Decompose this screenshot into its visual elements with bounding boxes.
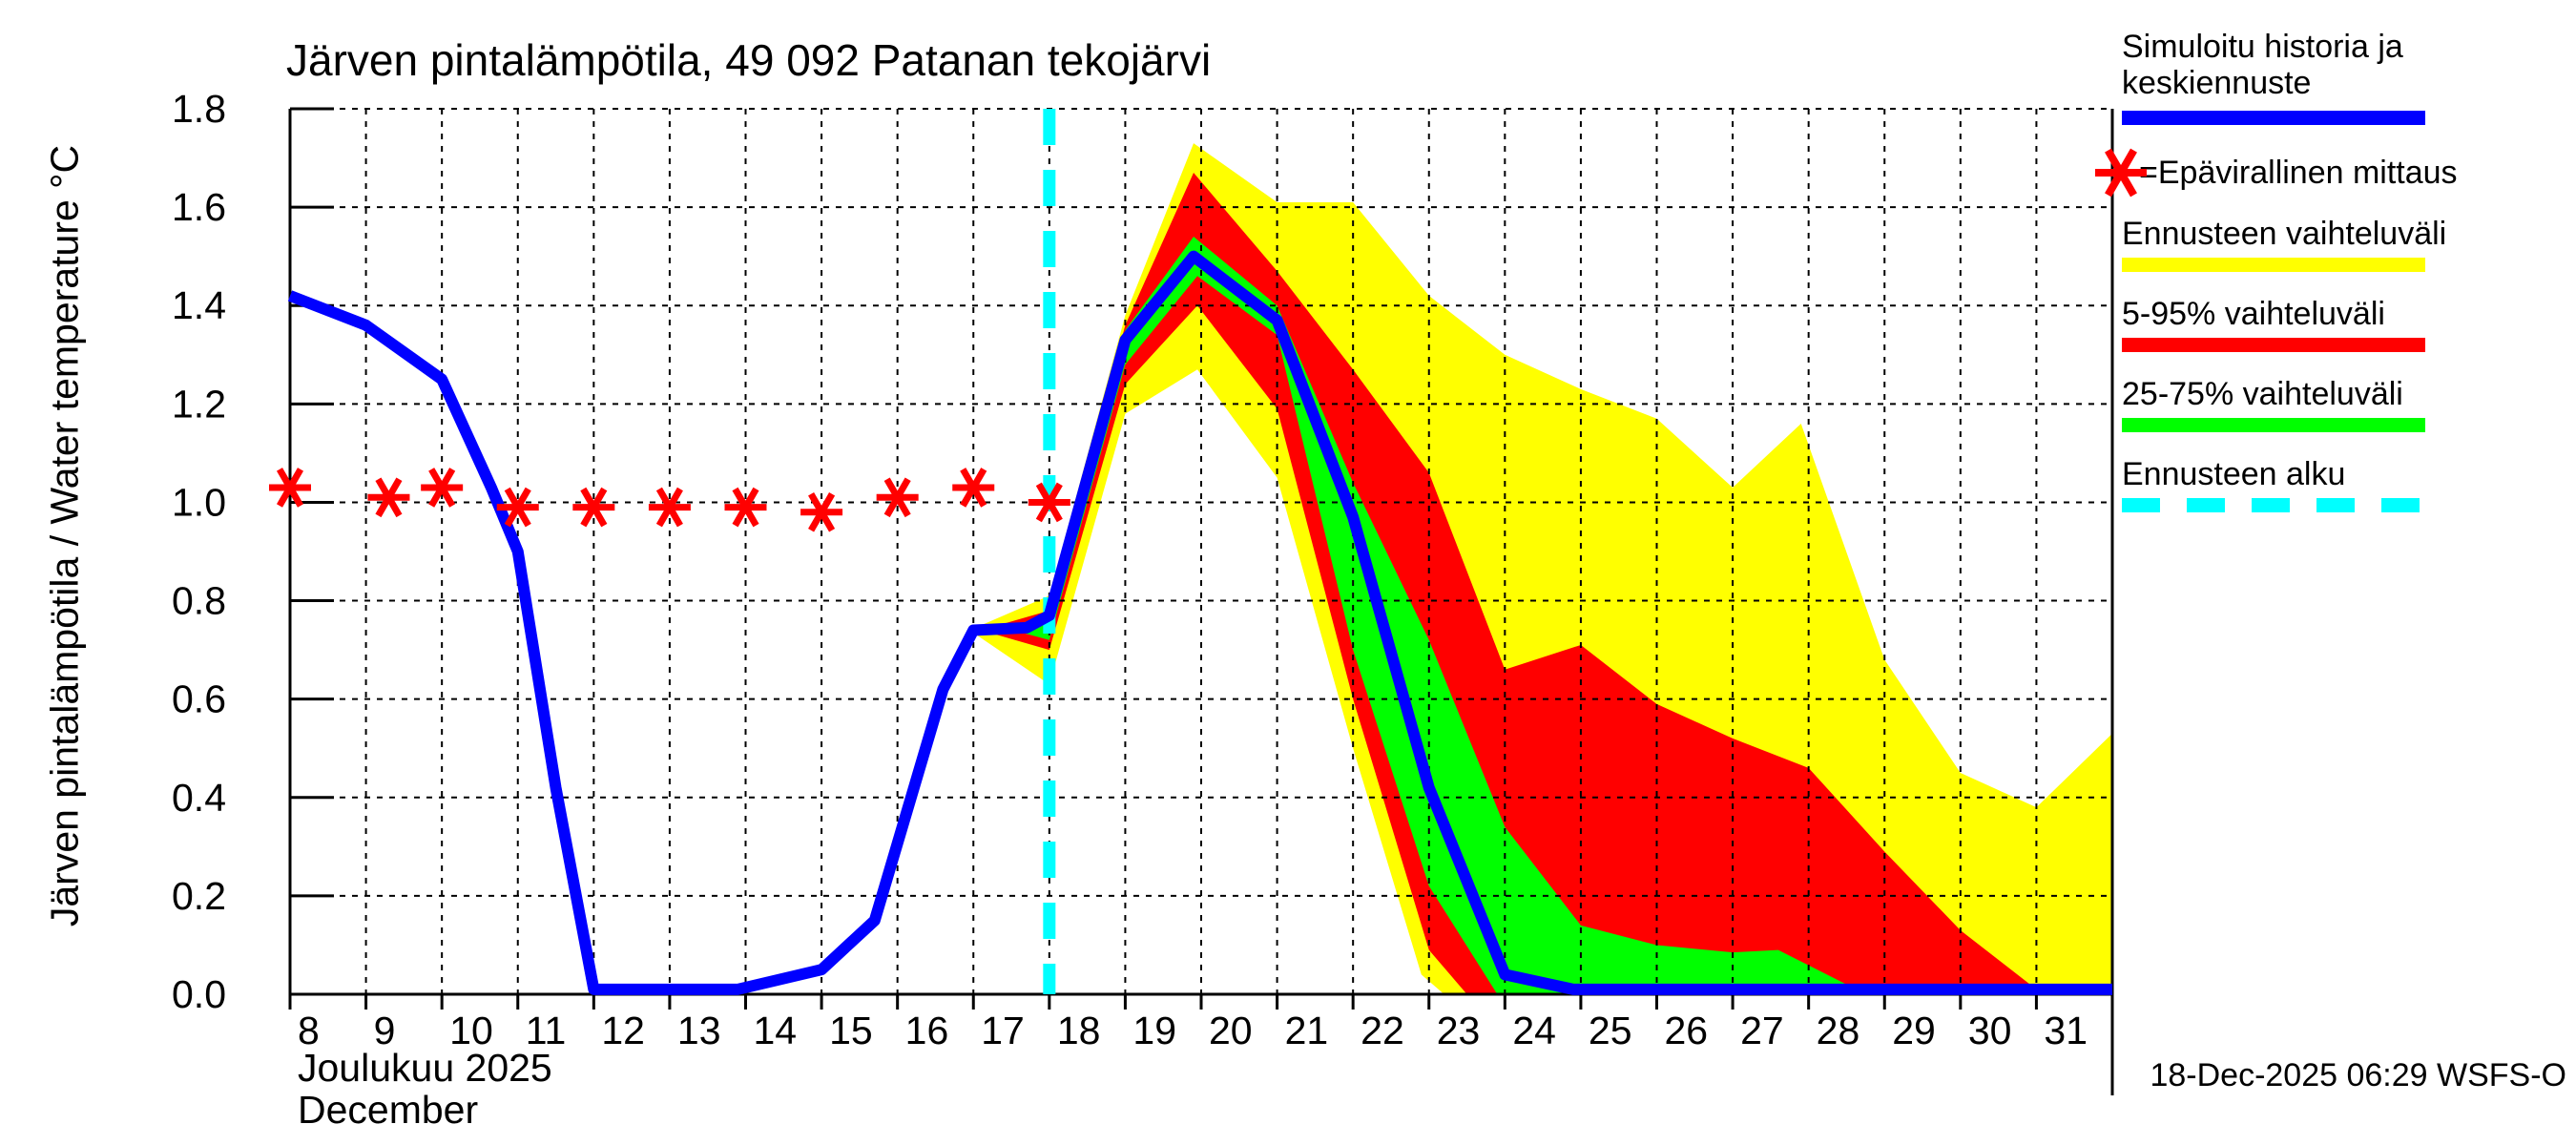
y-tick-label: 1.6: [172, 185, 226, 229]
x-tick-label: 15: [829, 1009, 873, 1052]
legend-item-simulated-history: Simuloitu historia ja keskiennuste: [2122, 29, 2570, 125]
y-tick-label: 1.0: [172, 480, 226, 524]
mean-forecast-line: [287, 250, 2112, 995]
x-tick-label: 14: [754, 1009, 798, 1052]
x-tick-label: 23: [1437, 1009, 1481, 1052]
x-tick-label: 17: [981, 1009, 1025, 1052]
x-tick-label: 19: [1132, 1009, 1176, 1052]
red-asterisk-icon: [2095, 148, 2147, 198]
x-tick-label: 16: [905, 1009, 949, 1052]
y-tick-label: 0.2: [172, 874, 226, 918]
x-axis-month-label-en: December: [298, 1088, 479, 1132]
measurement-asterisk: [876, 477, 919, 518]
yellow-bar-swatch: [2122, 258, 2425, 272]
measurement-asterisk: [724, 487, 767, 528]
legend-label: Simuloitu historia ja keskiennuste: [2122, 29, 2403, 101]
y-tick-label: 1.4: [172, 283, 226, 327]
measurement-asterisk: [1028, 482, 1070, 523]
legend-label: Ennusteen vaihteluväli: [2122, 216, 2447, 252]
measurement-asterisk: [367, 477, 410, 518]
x-tick-label: 11: [526, 1009, 567, 1052]
x-tick-label: 26: [1665, 1009, 1709, 1052]
x-axis-month-label-fi: Joulukuu 2025: [298, 1046, 552, 1090]
x-tick-label: 18: [1057, 1009, 1101, 1052]
x-tick-label: 21: [1285, 1009, 1329, 1052]
measurement-asterisk: [421, 468, 464, 508]
red-bar-swatch: [2122, 338, 2425, 352]
x-tick-label: 13: [677, 1009, 721, 1052]
x-tick-label: 24: [1512, 1009, 1556, 1052]
x-tick-label: 8: [298, 1009, 320, 1052]
x-tick-label: 31: [2044, 1009, 2088, 1052]
green-bar-swatch: [2122, 418, 2425, 432]
measurement-asterisk: [648, 487, 691, 528]
band-range_5_95: [981, 173, 2112, 994]
measurement-asterisk: [269, 468, 311, 508]
legend-item-unofficial-measurement: =Epävirallinen mittaus: [2095, 148, 2458, 198]
y-axis-label: Järven pintalämpötila / Water temperatur…: [42, 144, 87, 927]
legend-item-25-75-range: 25-75% vaihteluväli: [2122, 376, 2425, 432]
x-tick-label: 10: [449, 1009, 493, 1052]
x-tick-label: 29: [1892, 1009, 1936, 1052]
y-tick-label: 0.8: [172, 579, 226, 623]
chart-title: Järven pintalämpötila, 49 092 Patanan te…: [286, 35, 1212, 85]
legend-item-5-95-range: 5-95% vaihteluväli: [2122, 296, 2425, 352]
legend-label: 25-75% vaihteluväli: [2122, 376, 2403, 412]
x-tick-label: 12: [601, 1009, 645, 1052]
y-tick-label: 0.0: [172, 972, 226, 1016]
x-tick-label: 9: [374, 1009, 396, 1052]
cyan-dashed-swatch: [2122, 498, 2425, 512]
x-tick-label: 27: [1740, 1009, 1784, 1052]
blue-bar-swatch: [2122, 111, 2425, 125]
y-tick-label: 0.6: [172, 677, 226, 721]
legend-label: Ennusteen alku: [2122, 456, 2346, 492]
y-tick-label: 1.2: [172, 382, 226, 426]
y-tick-label: 0.4: [172, 776, 226, 820]
measurement-asterisk: [952, 468, 995, 508]
x-tick-label: 30: [1968, 1009, 2012, 1052]
x-tick-label: 20: [1209, 1009, 1253, 1052]
measurement-asterisk: [800, 491, 843, 532]
x-tick-label: 22: [1361, 1009, 1404, 1052]
x-tick-label: 25: [1589, 1009, 1632, 1052]
legend-label: 5-95% vaihteluväli: [2122, 296, 2385, 332]
measurement-asterisk: [572, 487, 615, 528]
measurement-asterisk: [496, 487, 539, 528]
legend-label: =Epävirallinen mittaus: [2139, 155, 2458, 191]
x-tick-label: 28: [1817, 1009, 1860, 1052]
legend-item-forecast-range: Ennusteen vaihteluväli: [2122, 216, 2446, 272]
legend-item-forecast-start: Ennusteen alku: [2122, 456, 2425, 512]
y-tick-label: 1.8: [172, 87, 226, 131]
timestamp: 18-Dec-2025 06:29 WSFS-O: [2150, 1057, 2566, 1093]
